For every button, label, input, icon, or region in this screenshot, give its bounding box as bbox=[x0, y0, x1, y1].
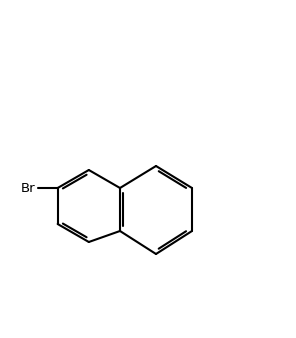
Text: Br: Br bbox=[21, 182, 36, 194]
